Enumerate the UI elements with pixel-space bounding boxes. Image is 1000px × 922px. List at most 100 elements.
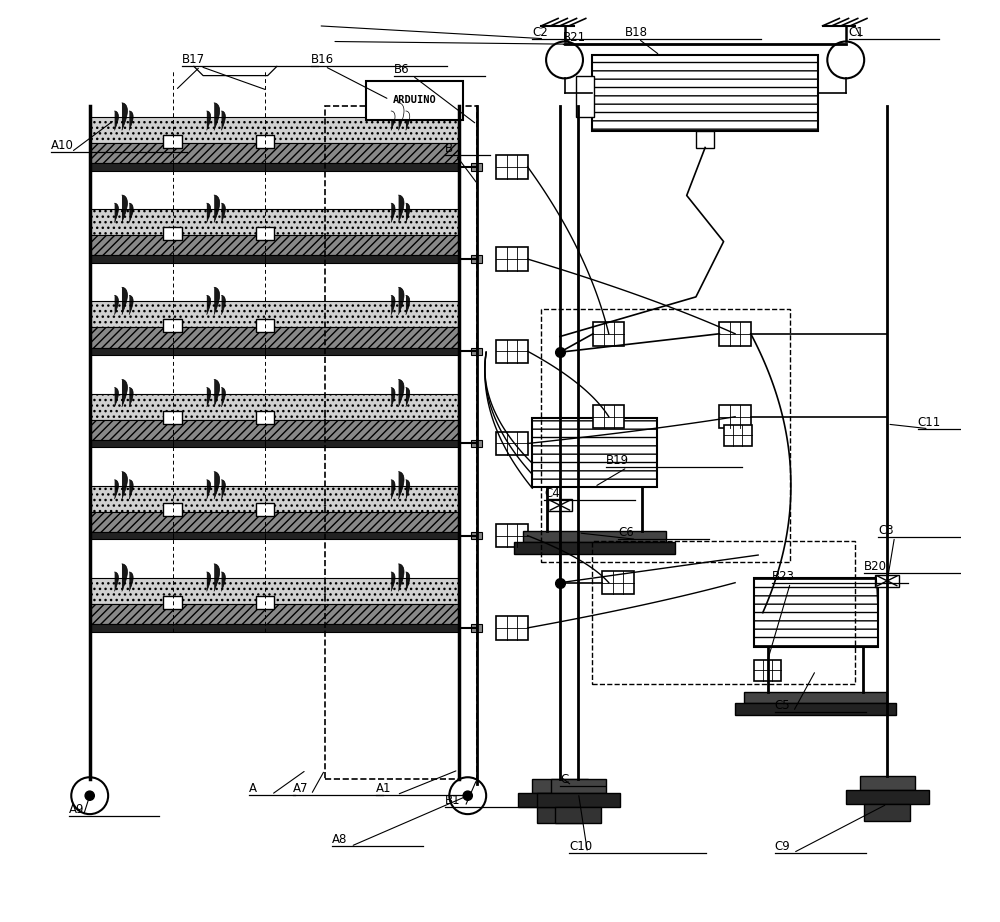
Text: C6: C6 [618, 526, 634, 539]
Polygon shape [122, 288, 127, 314]
Polygon shape [399, 103, 404, 130]
Polygon shape [129, 387, 133, 407]
Polygon shape [406, 572, 410, 591]
Text: B1: B1 [445, 794, 460, 807]
Text: B: B [445, 142, 453, 155]
Bar [541, 309, 790, 562]
Text: B6: B6 [394, 63, 410, 76]
Polygon shape [399, 564, 404, 591]
Bar [471, 255, 482, 263]
Bar [90, 348, 459, 355]
Polygon shape [406, 295, 410, 314]
Bar [496, 247, 528, 271]
Bar [90, 624, 459, 632]
Bar [864, 804, 910, 821]
Bar [90, 143, 459, 163]
Polygon shape [129, 572, 133, 591]
Polygon shape [115, 295, 118, 314]
Polygon shape [222, 111, 225, 130]
Bar [754, 660, 781, 680]
Bar [163, 411, 182, 424]
Polygon shape [207, 479, 211, 499]
Bar [532, 418, 657, 487]
Bar [496, 524, 528, 548]
Bar [256, 227, 274, 240]
Bar [602, 571, 634, 595]
Polygon shape [222, 203, 225, 222]
Polygon shape [391, 387, 395, 407]
Text: B17: B17 [182, 53, 205, 66]
Bar [256, 411, 274, 424]
Polygon shape [222, 479, 225, 499]
Text: C11: C11 [918, 416, 941, 429]
Text: B20: B20 [864, 561, 887, 573]
Polygon shape [115, 203, 118, 222]
Bar [496, 616, 528, 640]
Bar [532, 779, 588, 793]
Bar [593, 405, 624, 429]
Polygon shape [399, 472, 404, 499]
Bar [719, 322, 751, 346]
Polygon shape [129, 111, 133, 130]
Text: A1: A1 [376, 782, 391, 795]
Bar [471, 532, 482, 539]
Bar [471, 440, 482, 447]
Text: A7: A7 [293, 782, 308, 795]
Polygon shape [391, 479, 395, 499]
Bar [90, 578, 459, 604]
Text: C9: C9 [775, 840, 791, 853]
Polygon shape [122, 472, 127, 499]
Bar [90, 604, 459, 624]
Bar [846, 790, 929, 804]
Polygon shape [214, 472, 220, 499]
Bar [325, 106, 477, 779]
Circle shape [449, 777, 486, 814]
Bar [163, 135, 182, 148]
Polygon shape [391, 572, 395, 591]
Bar [875, 575, 899, 587]
Polygon shape [207, 295, 211, 314]
Polygon shape [122, 564, 127, 591]
Text: B16: B16 [311, 53, 334, 66]
Bar [90, 163, 459, 171]
Bar [537, 793, 620, 807]
Bar [551, 779, 606, 793]
Text: A9: A9 [69, 803, 84, 816]
Polygon shape [399, 195, 404, 222]
Bar [576, 76, 594, 117]
Polygon shape [115, 387, 118, 407]
Polygon shape [391, 111, 395, 130]
Circle shape [546, 41, 583, 78]
Polygon shape [391, 295, 395, 314]
Polygon shape [214, 380, 220, 407]
Bar [593, 322, 624, 346]
Polygon shape [115, 572, 118, 591]
Bar [518, 793, 601, 807]
Polygon shape [391, 203, 395, 222]
Bar [496, 339, 528, 363]
Bar [90, 486, 459, 512]
Bar [90, 255, 459, 263]
Bar [90, 301, 459, 327]
Polygon shape [214, 103, 220, 130]
Bar [592, 541, 855, 684]
Bar [256, 135, 274, 148]
Bar [163, 596, 182, 609]
Polygon shape [129, 479, 133, 499]
Bar [523, 531, 666, 542]
Bar [90, 235, 459, 255]
Bar [724, 425, 752, 445]
Bar [471, 624, 482, 632]
Text: C: C [560, 773, 568, 786]
Polygon shape [214, 564, 220, 591]
Polygon shape [115, 111, 118, 130]
Bar [163, 319, 182, 332]
Bar [548, 500, 572, 511]
Text: C1: C1 [849, 26, 864, 39]
Bar [366, 81, 463, 120]
Polygon shape [222, 387, 225, 407]
Bar [754, 578, 878, 647]
Bar [514, 542, 675, 554]
Bar [496, 155, 528, 179]
Bar [256, 503, 274, 516]
